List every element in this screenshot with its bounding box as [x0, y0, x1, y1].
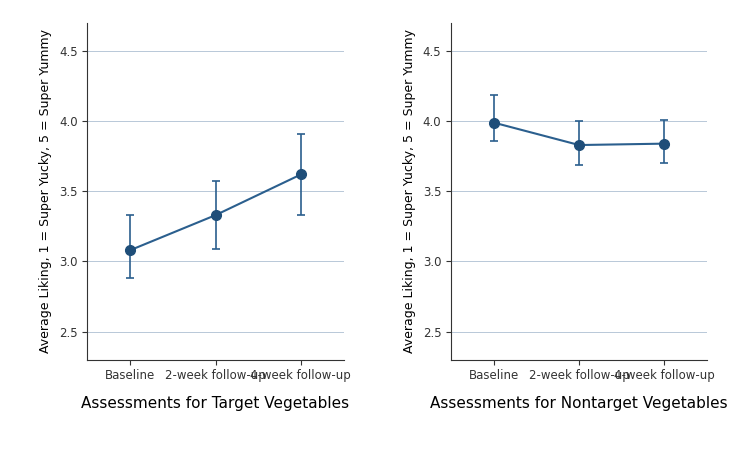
Y-axis label: Average Liking, 1 = Super Yucky, 5 = Super Yummy: Average Liking, 1 = Super Yucky, 5 = Sup…	[403, 30, 416, 353]
Y-axis label: Average Liking, 1 = Super Yucky, 5 = Super Yummy: Average Liking, 1 = Super Yucky, 5 = Sup…	[39, 30, 52, 353]
X-axis label: Assessments for Nontarget Vegetables: Assessments for Nontarget Vegetables	[430, 396, 728, 411]
X-axis label: Assessments for Target Vegetables: Assessments for Target Vegetables	[82, 396, 350, 411]
